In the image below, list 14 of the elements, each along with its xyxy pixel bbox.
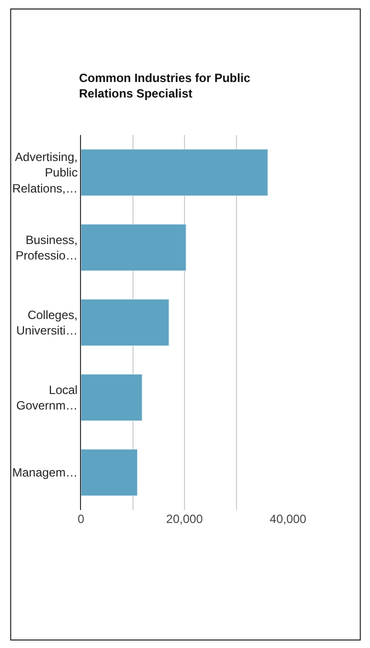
y-tick-label: Business, Professio… xyxy=(16,232,78,262)
bar xyxy=(81,374,142,421)
x-tick-label: 0 xyxy=(78,512,85,526)
y-tick-label: Advertising, Public Relations,… xyxy=(12,150,78,196)
y-tick-label: Local Governm… xyxy=(16,382,78,412)
bar xyxy=(81,149,268,196)
x-tick-label: 20,000 xyxy=(166,512,204,526)
y-tick-label: Colleges, Universiti… xyxy=(16,308,78,338)
chart-title: Common Industries for Public Relations Specialist xyxy=(79,71,251,101)
bar xyxy=(81,299,170,346)
x-tick-label: 40,000 xyxy=(270,512,307,526)
bar xyxy=(81,224,186,271)
y-tick-label: Managem… xyxy=(12,466,78,480)
bar xyxy=(81,449,138,496)
